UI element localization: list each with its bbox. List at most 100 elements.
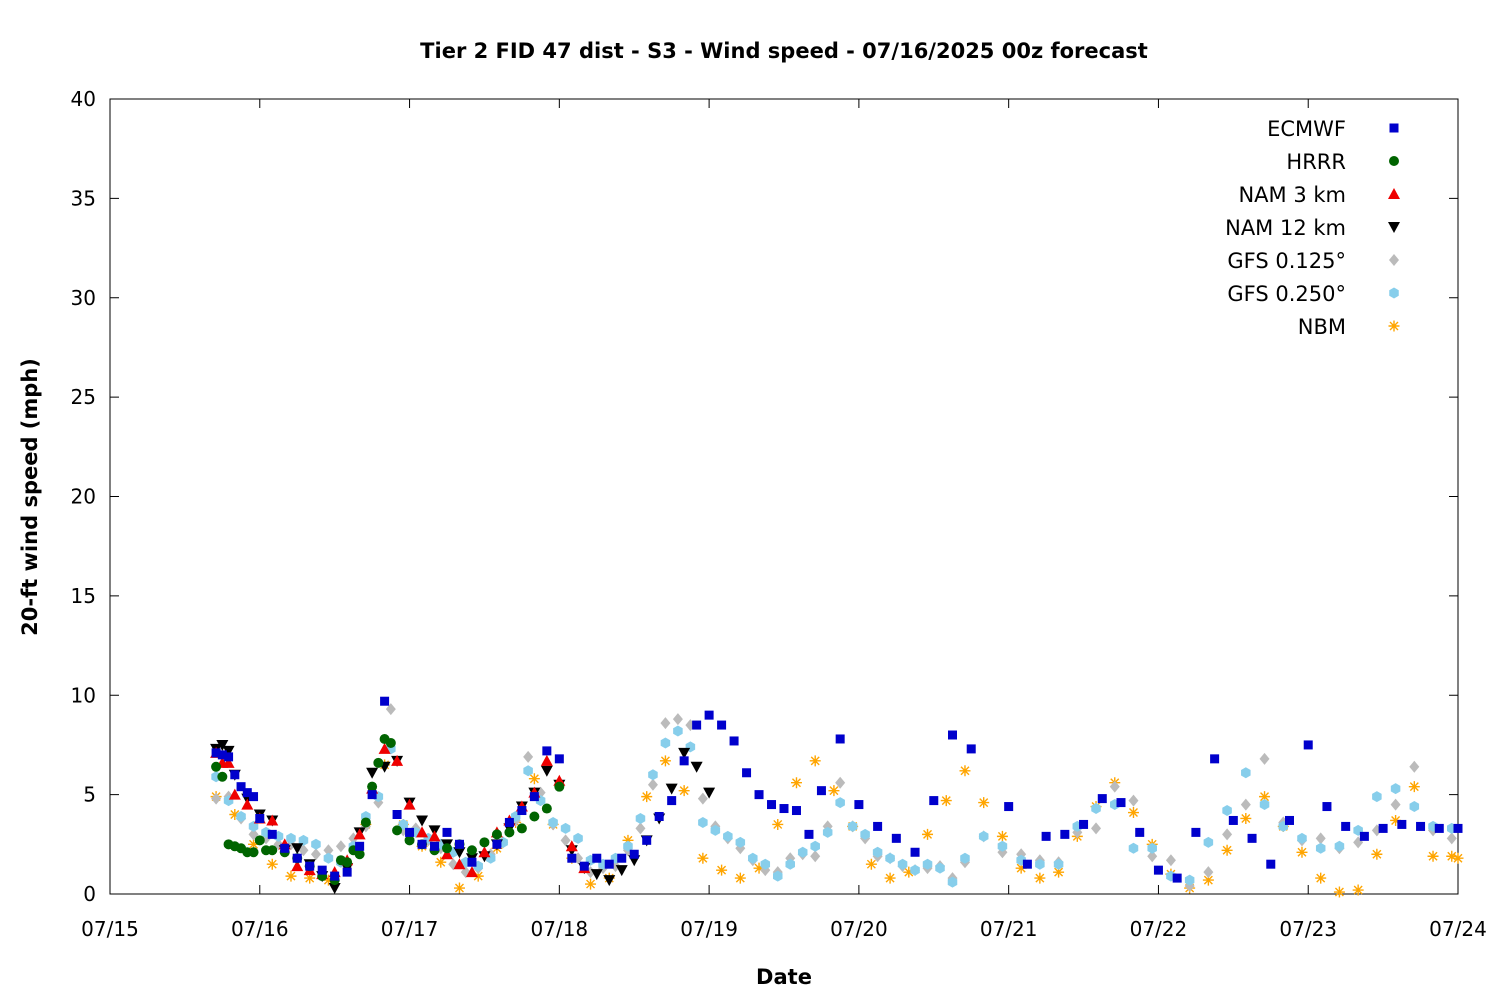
data-point	[679, 756, 689, 766]
data-point	[211, 792, 222, 805]
legend-marker	[1389, 123, 1399, 133]
data-point	[673, 725, 683, 737]
data-point	[1203, 866, 1214, 879]
data-point	[222, 745, 235, 757]
data-point	[703, 787, 716, 799]
data-point	[754, 790, 764, 800]
data-point	[355, 841, 365, 851]
data-point	[291, 860, 304, 872]
data-point	[1371, 848, 1383, 860]
data-point	[1127, 807, 1139, 819]
data-point	[710, 824, 721, 836]
data-point	[385, 703, 396, 716]
y-tick-label: 15	[71, 584, 96, 608]
data-point	[791, 806, 801, 816]
legend-marker	[1389, 287, 1399, 299]
data-point	[442, 827, 452, 837]
x-axis-label: Date	[756, 965, 812, 989]
data-point	[734, 872, 746, 884]
data-point	[1135, 827, 1145, 837]
data-point	[248, 828, 259, 841]
data-point	[822, 826, 833, 838]
data-point	[342, 857, 353, 868]
data-point	[810, 850, 821, 863]
data-point	[748, 852, 758, 864]
data-point	[1397, 819, 1407, 829]
data-point	[392, 810, 402, 819]
data-point	[560, 834, 571, 847]
data-point	[1015, 862, 1027, 874]
legend-marker	[1388, 222, 1400, 233]
data-point	[603, 875, 616, 887]
data-point	[697, 792, 708, 805]
legend-label: GFS 0.125°	[1227, 249, 1346, 273]
data-point	[1097, 794, 1107, 804]
data-point	[1060, 829, 1070, 839]
data-point	[1390, 798, 1401, 811]
x-tick-label: 07/18	[531, 917, 589, 941]
x-tick-label: 07/23	[1279, 917, 1337, 941]
data-point	[1259, 791, 1271, 803]
data-point	[398, 818, 409, 830]
data-point	[647, 778, 658, 791]
data-point	[255, 813, 265, 823]
data-point	[1202, 874, 1214, 886]
data-point	[391, 754, 404, 766]
data-point	[492, 839, 502, 849]
data-point	[1203, 836, 1214, 848]
data-point	[405, 827, 415, 837]
data-point	[729, 736, 739, 746]
data-point	[1446, 832, 1457, 845]
data-point	[742, 768, 752, 778]
data-point	[1452, 852, 1464, 864]
data-point	[1409, 801, 1420, 813]
data-point	[629, 849, 639, 859]
x-tick-label: 07/15	[81, 917, 139, 941]
data-point	[523, 750, 534, 763]
data-point	[585, 878, 597, 890]
data-point	[1303, 740, 1313, 750]
data-point	[523, 765, 533, 777]
data-point	[317, 865, 327, 875]
data-point	[959, 765, 971, 777]
data-point	[304, 872, 316, 884]
x-tick-label: 07/24	[1429, 917, 1487, 941]
data-point	[311, 838, 321, 850]
data-point	[1322, 802, 1332, 812]
data-point	[1315, 842, 1326, 854]
x-tick-label: 07/20	[830, 917, 888, 941]
chart-title: Tier 2 FID 47 dist - S3 - Wind speed - 0…	[420, 39, 1148, 63]
data-point	[330, 871, 340, 881]
data-point	[717, 720, 727, 730]
data-point	[242, 788, 252, 798]
data-point	[922, 858, 933, 870]
data-point	[529, 792, 539, 802]
data-point	[1116, 798, 1126, 808]
data-point	[996, 830, 1008, 842]
data-point	[704, 710, 714, 720]
data-point	[910, 847, 920, 857]
y-tick-label: 0	[83, 882, 96, 906]
data-point	[948, 730, 957, 740]
data-point	[779, 804, 789, 814]
data-point	[516, 823, 527, 834]
legend-label: NAM 12 km	[1225, 216, 1346, 240]
data-point	[285, 870, 297, 882]
data-point	[1153, 865, 1163, 875]
data-point	[380, 696, 390, 706]
data-point	[635, 812, 646, 824]
data-point	[230, 770, 240, 780]
data-point	[1240, 798, 1251, 811]
data-point	[978, 830, 989, 842]
data-point	[1247, 833, 1257, 843]
data-point	[592, 853, 602, 863]
data-point	[540, 754, 553, 766]
data-point	[760, 858, 771, 870]
data-point	[660, 717, 671, 730]
data-point	[978, 797, 990, 809]
data-point	[542, 746, 552, 756]
data-point	[690, 761, 703, 773]
data-point	[810, 840, 820, 852]
data-point	[1390, 814, 1402, 826]
data-point	[1408, 781, 1420, 793]
